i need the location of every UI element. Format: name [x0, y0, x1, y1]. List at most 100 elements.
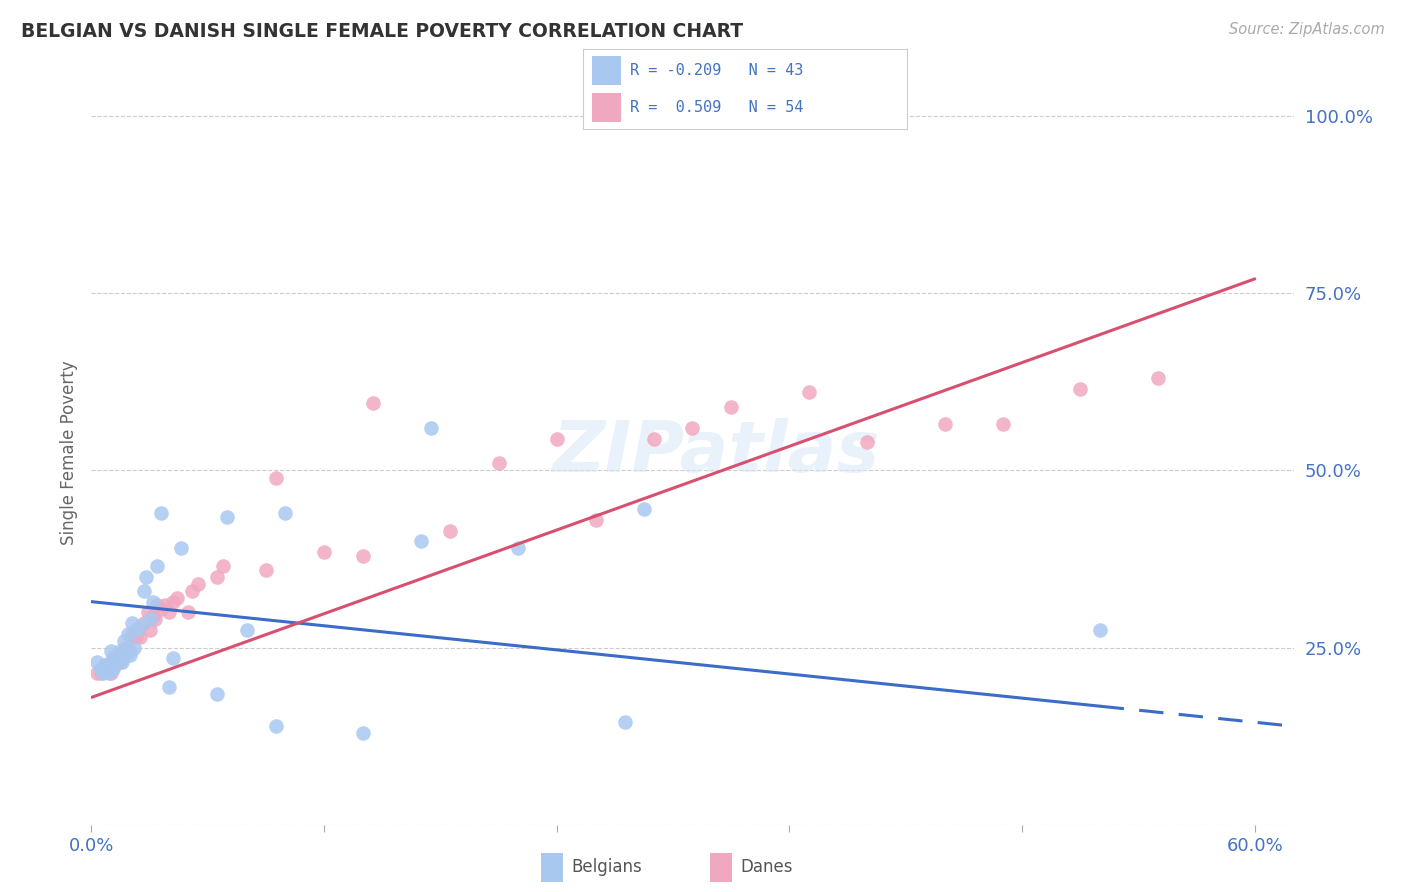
- Point: [121, 626, 143, 640]
- Point: [101, 662, 124, 676]
- Point: [166, 591, 188, 606]
- Point: [506, 541, 529, 556]
- Point: [104, 651, 127, 665]
- Point: [633, 502, 655, 516]
- Text: Danes: Danes: [741, 858, 793, 877]
- Point: [138, 612, 160, 626]
- Point: [181, 584, 204, 599]
- Point: [150, 506, 173, 520]
- Point: [90, 662, 112, 676]
- Point: [991, 417, 1014, 432]
- Text: ZIPatlas: ZIPatlas: [553, 418, 880, 487]
- Point: [100, 665, 122, 680]
- Point: [1146, 371, 1168, 385]
- Point: [146, 598, 169, 612]
- Point: [419, 421, 441, 435]
- Point: [122, 630, 145, 644]
- Point: [115, 648, 138, 662]
- Point: [117, 626, 139, 640]
- Point: [146, 559, 169, 574]
- Point: [100, 655, 122, 669]
- Text: BELGIAN VS DANISH SINGLE FEMALE POVERTY CORRELATION CHART: BELGIAN VS DANISH SINGLE FEMALE POVERTY …: [21, 22, 744, 41]
- Point: [112, 644, 135, 658]
- Point: [125, 630, 148, 644]
- Point: [122, 640, 145, 655]
- Point: [681, 421, 703, 435]
- Point: [613, 715, 636, 730]
- Point: [132, 584, 155, 599]
- Point: [138, 623, 160, 637]
- Point: [177, 605, 200, 619]
- Point: [97, 665, 120, 680]
- Point: [86, 655, 108, 669]
- Point: [546, 432, 568, 446]
- Point: [352, 549, 374, 563]
- Point: [111, 655, 134, 669]
- Point: [153, 598, 176, 612]
- Point: [110, 644, 132, 658]
- Point: [162, 595, 184, 609]
- Point: [212, 559, 235, 574]
- Point: [312, 545, 335, 559]
- Point: [128, 619, 150, 633]
- Point: [169, 541, 191, 556]
- Point: [643, 432, 665, 446]
- Text: R = -0.209   N = 43: R = -0.209 N = 43: [630, 63, 804, 78]
- Point: [274, 506, 297, 520]
- Point: [135, 570, 157, 584]
- Point: [361, 396, 384, 410]
- Point: [264, 719, 287, 733]
- Point: [96, 658, 118, 673]
- Point: [105, 655, 128, 669]
- Point: [254, 563, 277, 577]
- Point: [585, 513, 607, 527]
- Point: [235, 623, 257, 637]
- Point: [207, 687, 229, 701]
- Point: [105, 651, 128, 665]
- Y-axis label: Single Female Poverty: Single Female Poverty: [59, 360, 77, 545]
- Point: [125, 623, 148, 637]
- Point: [856, 435, 879, 450]
- Point: [142, 595, 165, 609]
- Point: [187, 577, 209, 591]
- Point: [86, 665, 108, 680]
- Point: [136, 605, 159, 619]
- Point: [797, 385, 820, 400]
- Point: [120, 644, 142, 658]
- Point: [488, 456, 510, 470]
- Point: [145, 612, 167, 626]
- Point: [121, 615, 143, 630]
- Point: [115, 640, 138, 655]
- Point: [107, 651, 129, 665]
- Point: [934, 417, 956, 432]
- Point: [207, 570, 229, 584]
- Point: [94, 658, 117, 673]
- Point: [352, 726, 374, 740]
- Point: [150, 601, 173, 615]
- Point: [100, 644, 122, 658]
- Point: [157, 680, 180, 694]
- Point: [104, 658, 127, 673]
- Point: [110, 655, 132, 669]
- Point: [97, 658, 120, 673]
- Point: [127, 623, 149, 637]
- Point: [157, 605, 180, 619]
- Bar: [592, 56, 620, 86]
- Point: [112, 633, 135, 648]
- Point: [264, 470, 287, 484]
- Bar: [592, 94, 620, 122]
- Point: [91, 665, 114, 680]
- Point: [96, 662, 118, 676]
- Point: [439, 524, 461, 538]
- Point: [142, 608, 165, 623]
- Point: [162, 651, 184, 665]
- Bar: [541, 854, 564, 881]
- Point: [409, 534, 432, 549]
- Point: [120, 648, 142, 662]
- Point: [90, 665, 112, 680]
- Point: [217, 509, 239, 524]
- Text: Belgians: Belgians: [572, 858, 643, 877]
- Point: [111, 648, 134, 662]
- Point: [91, 662, 114, 676]
- Point: [132, 615, 155, 630]
